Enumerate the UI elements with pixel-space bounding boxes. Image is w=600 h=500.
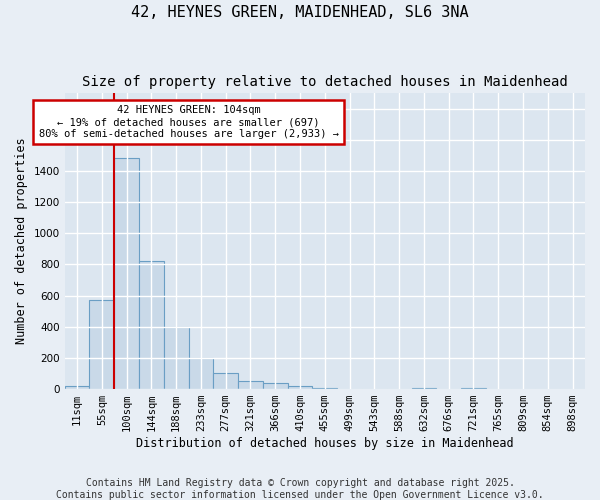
Bar [214,374,238,389]
Bar [164,326,188,389]
Bar [65,386,89,389]
Bar [114,158,139,389]
Bar [89,300,114,389]
Y-axis label: Number of detached properties: Number of detached properties [15,138,28,344]
Bar [412,388,436,389]
Text: Contains HM Land Registry data © Crown copyright and database right 2025.
Contai: Contains HM Land Registry data © Crown c… [56,478,544,500]
Bar [188,358,214,389]
Bar [139,262,164,389]
X-axis label: Distribution of detached houses by size in Maidenhead: Distribution of detached houses by size … [136,437,514,450]
Title: Size of property relative to detached houses in Maidenhead: Size of property relative to detached ho… [82,75,568,89]
Bar [263,383,287,389]
Bar [313,388,337,389]
Bar [287,386,313,389]
Text: 42 HEYNES GREEN: 104sqm
← 19% of detached houses are smaller (697)
80% of semi-d: 42 HEYNES GREEN: 104sqm ← 19% of detache… [38,106,338,138]
Bar [238,382,263,389]
Bar [461,388,486,389]
Text: 42, HEYNES GREEN, MAIDENHEAD, SL6 3NA: 42, HEYNES GREEN, MAIDENHEAD, SL6 3NA [131,5,469,20]
